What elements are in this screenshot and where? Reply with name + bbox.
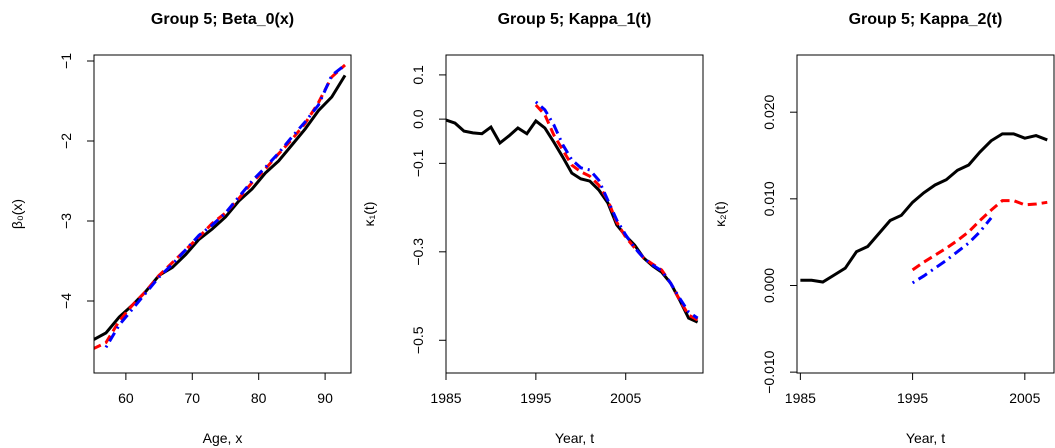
plot-frame (445, 54, 704, 374)
x-tick-label: 90 (317, 390, 333, 406)
series-line (94, 74, 347, 342)
y-tick-label: 0.0 (410, 109, 426, 129)
x-axis-label: Year, t (555, 430, 594, 446)
x-tick-label: 1985 (430, 390, 461, 406)
x-tick-label: 2005 (1009, 390, 1040, 406)
y-tick-label: 0.020 (761, 94, 777, 129)
plot-frame (93, 54, 352, 374)
series-line (446, 118, 699, 324)
panel-title: Group 5; Kappa_1(t) (498, 11, 652, 28)
y-axis-label: κ₁(t) (361, 202, 377, 227)
series-line (911, 199, 1048, 272)
y-axis-label: β₀(x) (9, 199, 25, 229)
series-line (534, 100, 699, 320)
y-tick-label: −3 (58, 213, 74, 229)
x-tick-label: 80 (251, 390, 267, 406)
panel-title: Group 5; Kappa_2(t) (849, 11, 1003, 28)
series-line (94, 63, 347, 351)
y-tick-label: −4 (58, 293, 74, 309)
x-tick-label: 2005 (610, 390, 641, 406)
panel: Group 5; Kappa_2(t) Year, t κ₂(t) 1985 1995 2… (712, 11, 1055, 446)
y-tick-label: −2 (58, 133, 74, 149)
y-tick-label: 0.1 (410, 65, 426, 85)
x-tick-label: 70 (184, 390, 200, 406)
y-tick-label: 0.000 (761, 268, 777, 303)
x-tick-label: 1985 (785, 390, 816, 406)
panel: Group 5; Beta_0(x) Age, x β₀(x) 60 70 80 90 −4 −… (9, 11, 352, 446)
y-tick-label: −0.3 (410, 238, 426, 266)
series-line (104, 63, 346, 349)
panel-title: Group 5; Beta_0(x) (151, 11, 294, 28)
x-tick-label: 60 (118, 390, 134, 406)
x-axis-label: Year, t (906, 430, 945, 446)
y-tick-label: 0.010 (761, 181, 777, 216)
x-tick-label: 1995 (520, 390, 551, 406)
y-axis-label: κ₂(t) (712, 201, 728, 227)
series-line (911, 216, 993, 285)
panel: Group 5; Kappa_1(t) Year, t κ₁(t) 1985 1995 2… (361, 11, 704, 446)
series-line (800, 132, 1048, 284)
x-axis-label: Age, x (203, 430, 243, 446)
y-tick-label: −0.1 (410, 149, 426, 177)
y-tick-label: −1 (58, 53, 74, 69)
y-tick-label: −0.5 (410, 326, 426, 354)
y-tick-label: −0.010 (761, 350, 777, 393)
plot-frame (796, 54, 1055, 374)
x-tick-label: 1995 (897, 390, 928, 406)
